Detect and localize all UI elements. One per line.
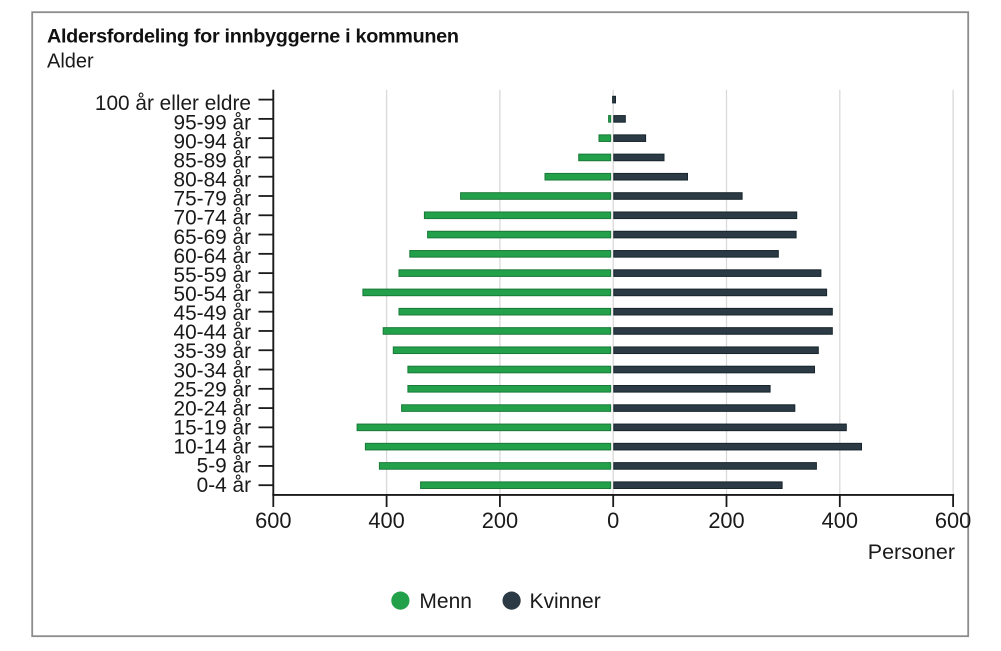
svg-text:400: 400 xyxy=(368,508,404,533)
svg-text:Alder: Alder xyxy=(47,51,94,73)
svg-text:Kvinner: Kvinner xyxy=(530,590,601,613)
svg-text:Aldersfordeling for innbyggern: Aldersfordeling for innbyggerne i kommun… xyxy=(47,25,459,47)
svg-text:95-99 år: 95-99 år xyxy=(174,111,252,134)
svg-text:75-79 år: 75-79 år xyxy=(174,188,252,211)
svg-text:0-4 år: 0-4 år xyxy=(197,474,251,497)
svg-text:30-34 år: 30-34 år xyxy=(174,359,252,382)
svg-text:0: 0 xyxy=(607,508,619,533)
svg-text:100 år eller eldre: 100 år eller eldre xyxy=(95,92,251,115)
svg-text:400: 400 xyxy=(822,508,858,533)
svg-text:50-54 år: 50-54 år xyxy=(174,283,252,306)
svg-text:600: 600 xyxy=(935,508,971,533)
svg-text:10-14 år: 10-14 år xyxy=(174,436,252,459)
svg-text:20-24 år: 20-24 år xyxy=(174,397,252,420)
svg-text:85-89 år: 85-89 år xyxy=(174,149,252,172)
svg-text:35-39 år: 35-39 år xyxy=(174,340,252,363)
svg-text:25-29 år: 25-29 år xyxy=(174,378,252,401)
svg-text:80-84 år: 80-84 år xyxy=(174,169,252,192)
svg-text:200: 200 xyxy=(482,508,518,533)
svg-text:90-94 år: 90-94 år xyxy=(174,130,252,153)
svg-text:Personer: Personer xyxy=(868,540,955,564)
svg-text:45-49 år: 45-49 år xyxy=(174,302,252,325)
svg-text:60-64 år: 60-64 år xyxy=(174,245,252,268)
svg-text:15-19 år: 15-19 år xyxy=(174,417,252,440)
svg-text:65-69 år: 65-69 år xyxy=(174,226,252,249)
svg-text:200: 200 xyxy=(708,508,744,533)
svg-text:5-9 år: 5-9 år xyxy=(197,455,251,478)
svg-text:70-74 år: 70-74 år xyxy=(174,207,252,230)
svg-text:40-44 år: 40-44 år xyxy=(174,321,252,344)
svg-text:55-59 år: 55-59 år xyxy=(174,264,252,287)
svg-text:600: 600 xyxy=(255,508,291,533)
svg-text:Menn: Menn xyxy=(419,590,472,613)
